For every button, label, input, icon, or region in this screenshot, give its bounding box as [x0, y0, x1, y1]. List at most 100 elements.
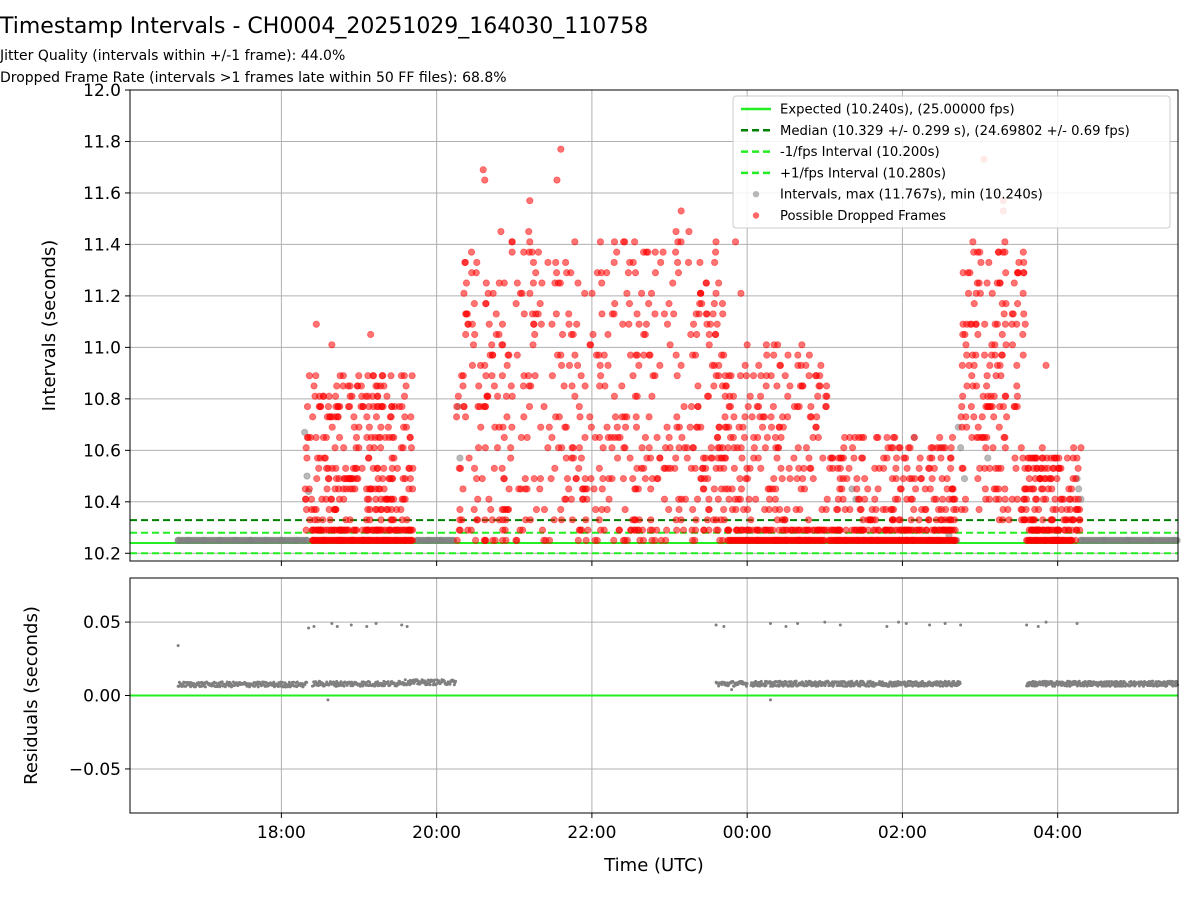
- dropped-frame-point: [596, 361, 604, 369]
- dropped-frame-point: [629, 372, 637, 380]
- dropped-frame-point: [809, 475, 817, 483]
- dropped-frame-point: [959, 464, 967, 472]
- dropped-frame-point: [311, 516, 319, 524]
- dropped-frame-point: [858, 454, 866, 462]
- residual-point: [791, 684, 795, 688]
- dropped-frame-point: [554, 444, 563, 452]
- dropped-frame-point: [770, 341, 778, 349]
- dropped-frame-point: [963, 382, 971, 390]
- dropped-frame-point: [383, 392, 391, 400]
- dropped-frame-point: [784, 392, 792, 400]
- dropped-frame-point: [621, 423, 630, 431]
- dropped-frame-point: [470, 505, 478, 514]
- dropped-frame-point: [1048, 485, 1056, 493]
- dropped-frame-point: [930, 464, 938, 472]
- dropped-frame-point: [537, 423, 545, 431]
- residual-point: [919, 684, 923, 688]
- dropped-frame-point: [327, 526, 335, 534]
- residual-point: [1053, 684, 1057, 688]
- dropped-frame-point: [645, 413, 653, 421]
- dropped-frame-point: [632, 485, 640, 493]
- dropped-frame-point: [547, 475, 555, 483]
- dropped-frame-point: [651, 269, 660, 277]
- dropped-frame-point: [781, 372, 789, 380]
- dropped-frame-point: [813, 413, 821, 421]
- residual-point: [868, 679, 872, 683]
- dropped-frame-point: [323, 485, 331, 493]
- residual-outlier-point: [730, 688, 734, 692]
- dropped-frame-point: [581, 289, 589, 297]
- dropped-frame-point: [581, 382, 589, 390]
- residual-outlier-point: [904, 622, 908, 626]
- dropped-frame-point: [651, 310, 659, 318]
- interval-point: [1170, 536, 1178, 545]
- dropped-frame-point: [651, 372, 659, 380]
- residual-outlier-point: [176, 644, 180, 648]
- dropped-frame-point: [328, 341, 336, 349]
- dropped-frame-point: [479, 166, 487, 174]
- interval-point: [174, 536, 182, 545]
- dropped-frame-point: [557, 516, 566, 524]
- dropped-frame-point: [713, 320, 721, 328]
- dropped-frame-point: [621, 444, 629, 452]
- dropped-frame-point: [581, 433, 589, 442]
- interval-point: [425, 536, 433, 545]
- dropped-frame-point: [589, 330, 597, 339]
- dropped-frame-point: [809, 433, 817, 442]
- residual-point: [958, 681, 962, 685]
- dropped-frame-point: [698, 300, 706, 308]
- dropped-frame-point: [454, 392, 462, 400]
- dropped-frame-point: [621, 413, 629, 421]
- dropped-frame-point: [749, 372, 758, 380]
- dropped-frame-point: [802, 444, 811, 452]
- dropped-frame-point: [1008, 341, 1017, 349]
- dropped-frame-point: [998, 330, 1006, 339]
- dropped-frame-point: [744, 402, 752, 411]
- jitter-quality-subtitle: Jitter Quality (intervals within +/-1 fr…: [0, 48, 346, 64]
- dropped-frame-point: [1039, 516, 1047, 524]
- x-tick-label: 20:00: [412, 823, 461, 843]
- dropped-frame-point: [680, 444, 689, 452]
- dropped-frame-point: [970, 300, 978, 308]
- dropped-frame-point: [846, 433, 854, 442]
- dropped-frame-point: [531, 372, 539, 380]
- dropped-frame-point: [520, 413, 528, 421]
- dropped-frame-point: [961, 505, 969, 514]
- dropped-frame-point: [773, 454, 781, 462]
- dropped-frame-point: [311, 392, 319, 400]
- dropped-frame-point: [332, 464, 340, 472]
- dropped-frame-point: [746, 464, 754, 472]
- dropped-frame-point: [897, 485, 905, 493]
- dropped-frame-point: [675, 495, 683, 503]
- dropped-frame-point: [740, 433, 749, 442]
- dropped-frame-point: [325, 392, 333, 400]
- dropped-frame-point: [896, 516, 904, 524]
- dropped-frame-point: [593, 536, 601, 545]
- dropped-frame-point: [899, 475, 907, 483]
- dropped-frame-point: [696, 289, 705, 297]
- dropped-frame-point: [938, 495, 947, 503]
- residual-outlier-point: [1075, 622, 1079, 626]
- dropped-frame-point: [820, 526, 828, 534]
- dropped-frame-point: [473, 258, 481, 267]
- residual-point: [1163, 680, 1167, 684]
- dropped-frame-point: [718, 454, 726, 462]
- dropped-frame-point: [610, 536, 618, 545]
- dropped-frame-point: [779, 423, 787, 431]
- dropped-frame-point: [691, 526, 700, 534]
- bottom-ytick-label: −0.05: [69, 760, 121, 780]
- dropped-frame-point: [526, 197, 534, 205]
- dropped-frame-point: [969, 382, 977, 390]
- dropped-frame-point: [508, 238, 516, 246]
- dropped-frame-point: [599, 475, 607, 483]
- interval-point: [231, 536, 239, 545]
- dropped-frame-point: [693, 330, 701, 339]
- dropped-frame-point: [915, 516, 923, 524]
- dropped-frame-point: [563, 269, 571, 277]
- dropped-frame-point: [983, 372, 991, 380]
- dropped-frame-point: [397, 372, 406, 380]
- dropped-frame-point: [978, 413, 986, 421]
- dropped-frame-point: [707, 454, 715, 462]
- residual-point: [325, 680, 329, 684]
